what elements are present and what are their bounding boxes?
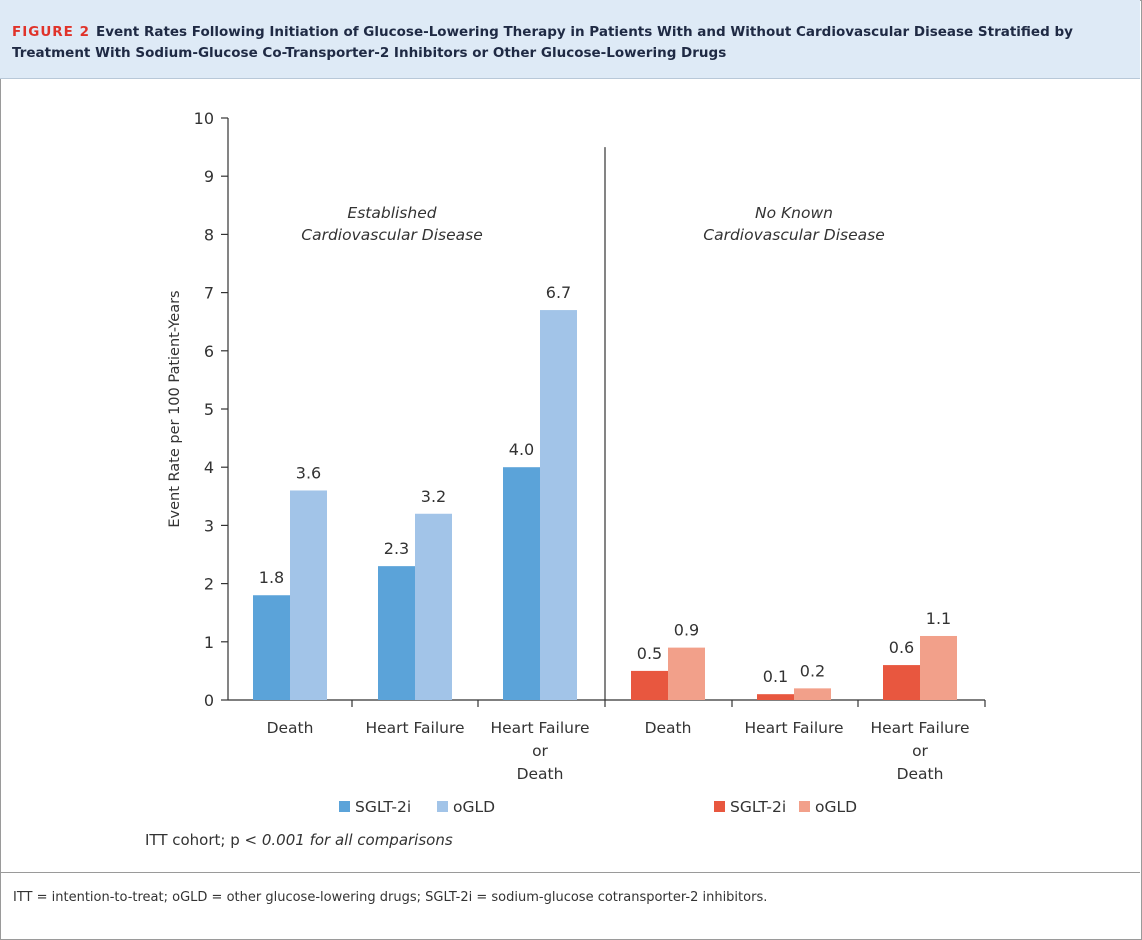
legend: SGLT-2i oGLD SGLT-2i oGLD [339,798,857,816]
panel-title-line: Cardiovascular Disease [703,226,884,244]
y-tick-label: 8 [204,225,214,244]
y-tick-label: 6 [204,342,214,361]
figure-label: FIGURE 2 [12,24,90,40]
x-category-label: Heart Failure [870,719,969,737]
stats-note-italic: < 0.001 for all comparisons [245,831,453,849]
y-tick-label: 1 [204,633,214,652]
x-category-label: Death [267,719,314,737]
bars-group [253,310,957,700]
footnote: ITT = intention-to-treat; oGLD = other g… [13,890,768,905]
bar [415,513,452,700]
y-tick-label: 10 [194,109,214,128]
bar-value-label: 0.6 [889,638,914,657]
bar-value-label: 2.3 [384,539,409,558]
x-category-label: Death [645,719,692,737]
legend-label: SGLT-2i [730,798,786,816]
legend-label: oGLD [815,798,857,816]
bar [290,490,327,700]
bar [920,635,957,700]
y-tick-label: 3 [204,516,214,535]
bar [668,647,705,700]
bar [631,670,668,700]
panel-title-line: No Known [755,204,833,222]
footnote-divider [0,872,1140,873]
bar-value-label: 1.8 [259,568,284,587]
figure-title: FIGURE 2 Event Rates Following Initiation… [12,22,1122,64]
y-tick-label: 5 [204,400,214,419]
y-tick-label: 9 [204,167,214,186]
bar-value-label: 3.2 [421,487,446,506]
x-category-label: Heart Failure [365,719,464,737]
x-category-label: or [532,742,548,760]
panel-title-line: Established [347,204,436,222]
bar-value-label: 6.7 [546,283,571,302]
bar [794,688,831,700]
bar-value-label: 0.2 [800,661,825,680]
bar-value-label: 3.6 [296,463,321,482]
bar-value-label: 0.1 [763,667,788,686]
bar [378,566,415,700]
bar [540,310,577,700]
x-category-label: Death [517,765,564,783]
y-tick-label: 7 [204,284,214,303]
bar-value-label: 0.5 [637,644,662,663]
legend-label: SGLT-2i [355,798,411,816]
legend-label: oGLD [453,798,495,816]
figure-title-text: Event Rates Following Initiation of Gluc… [12,24,1073,61]
bar-chart: 0 1 2 3 4 5 6 7 8 9 10 Event Rate per 100 Patient-Y… [145,109,986,849]
bar-value-label: 1.1 [926,609,951,628]
bar [757,694,794,700]
labels-group: Established Cardiovascular Disease No Know… [259,204,970,783]
bar [253,595,290,700]
figure-header: FIGURE 2 Event Rates Following Initiation… [0,0,1140,79]
bar-value-label: 4.0 [509,440,534,459]
x-category-label: Heart Failure [490,719,589,737]
bar [883,665,920,700]
panel-title-line: Cardiovascular Disease [301,226,482,244]
y-axis-title: Event Rate per 100 Patient-Years [167,290,183,527]
bar [503,467,540,700]
x-category-label: Heart Failure [744,719,843,737]
x-category-label: Death [897,765,944,783]
stats-note-prefix: ITT cohort; p [145,831,245,849]
legend-swatch [339,801,350,812]
axes: 0 1 2 3 4 5 6 7 8 9 10 Event Rate per 100 Patient-Y… [167,109,986,710]
x-category-label: or [912,742,928,760]
bar-value-label: 0.9 [674,621,699,640]
stats-note: ITT cohort; p < 0.001 for all comparison… [145,831,453,849]
y-tick-label: 4 [204,458,214,477]
legend-swatch [714,801,725,812]
legend-swatch [799,801,810,812]
legend-swatch [437,801,448,812]
y-tick-label: 0 [204,691,214,710]
y-tick-label: 2 [204,575,214,594]
